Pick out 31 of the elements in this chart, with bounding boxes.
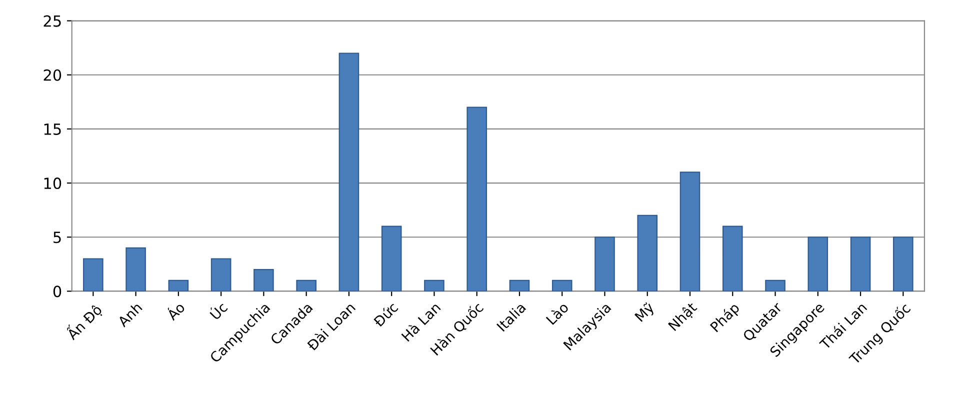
bar — [637, 214, 658, 292]
bar — [808, 236, 828, 292]
bar — [381, 226, 402, 292]
y-tick-label: 5 — [54, 232, 61, 244]
x-tick-label: Đức — [372, 301, 399, 328]
bar — [210, 258, 232, 292]
bar — [552, 280, 572, 292]
bar — [126, 247, 146, 292]
bar — [594, 236, 615, 292]
bar — [722, 226, 743, 292]
y-tick-label: 15 — [44, 124, 61, 135]
bar — [850, 236, 871, 292]
bar — [893, 236, 914, 292]
bar — [765, 280, 786, 292]
bar — [509, 280, 530, 292]
bar — [83, 258, 104, 292]
bar — [424, 280, 444, 292]
bar — [680, 172, 700, 292]
x-tick-label: Mỹ — [634, 301, 657, 324]
bar — [254, 269, 274, 292]
x-tick-label: Ấn Độ — [63, 301, 104, 342]
y-tick-label: 0 — [53, 286, 62, 298]
bar — [296, 280, 316, 292]
bar — [168, 280, 189, 292]
bar — [338, 52, 360, 292]
y-tick-label: 20 — [44, 69, 62, 81]
x-tick-label: Áo — [164, 300, 186, 322]
x-tick-label: Anh — [116, 302, 142, 328]
y-tick-label: 25 — [44, 15, 61, 27]
bar — [466, 106, 487, 292]
y-tick-label: 10 — [44, 178, 62, 190]
